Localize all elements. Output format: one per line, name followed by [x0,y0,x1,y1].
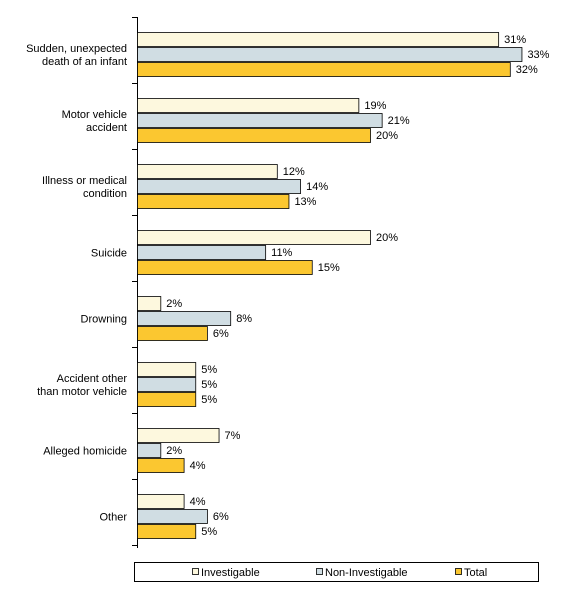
bar-total [137,524,197,539]
bar-investigable [137,98,360,113]
legend-swatch [192,568,199,575]
data-label: 5% [201,379,217,391]
category-label: Illness or medical [42,175,127,187]
bar-investigable [137,32,500,47]
bar-investigable [137,494,185,509]
bar-investigable [137,362,197,377]
data-label: 7% [225,430,241,442]
bar-non-investigable [137,509,208,524]
bar-non-investigable [137,179,302,194]
bars [137,32,523,539]
data-label: 4% [190,460,206,472]
bar-total [137,392,197,407]
legend-swatch [316,568,323,575]
category-label: Suicide [91,248,127,260]
data-label: 21% [388,115,410,127]
data-label: 33% [527,49,549,61]
category-label: Other [99,512,127,524]
data-label: 11% [271,247,292,259]
data-label: 20% [376,130,398,142]
bar-total [137,194,290,209]
bar-non-investigable [137,47,523,62]
category-label: Accident other [57,373,128,385]
bar-investigable [137,428,220,443]
category-label: than motor vehicle [37,386,127,398]
legend-label: Non-Investigable [325,567,408,579]
data-label: 12% [283,166,305,178]
bar-non-investigable [137,245,267,260]
data-label: 32% [516,64,538,76]
data-label: 15% [318,262,340,274]
bar-total [137,458,185,473]
category-label: Drowning [81,314,127,326]
data-label: 20% [376,232,398,244]
legend: Investigable Non-Investigable Total [134,562,539,582]
data-label: 19% [364,100,386,112]
data-label: 4% [190,496,206,508]
bar-total [137,62,511,77]
data-label: 6% [213,511,229,523]
bar-total [137,326,208,341]
category-label: condition [83,188,127,200]
bar-non-investigable [137,443,162,458]
category-label: accident [86,122,127,134]
legend-swatch [455,568,462,575]
category-label: Sudden, unexpected [26,43,127,55]
legend-box [134,562,539,582]
labels: 31%33% 32% 19%21% 20% 12%14% 13% 20% 11% 15% 2% 8%… [166,34,549,538]
bar-total [137,128,371,143]
bar-non-investigable [137,113,383,128]
bar-non-investigable [137,377,197,392]
data-label: 13% [294,196,316,208]
data-label: 5% [201,364,217,376]
bar-total [137,260,313,275]
category-label: Motor vehicle [62,109,127,121]
data-label: 31% [504,34,526,46]
data-label: 5% [201,526,217,538]
bar-investigable [137,230,371,245]
data-label: 2% [166,445,182,457]
legend-label: Total [464,567,487,579]
data-label: 2% [166,298,182,310]
bar-investigable [137,296,162,311]
bar-non-investigable [137,311,232,326]
legend-label: Investigable [201,567,260,579]
bar-investigable [137,164,278,179]
data-label: 6% [213,328,229,340]
data-label: 14% [306,181,328,193]
data-label: 8% [236,313,252,325]
data-label: 5% [201,394,217,406]
category-label: Alleged homicide [43,446,127,458]
category-label: death of an infant [42,56,127,68]
